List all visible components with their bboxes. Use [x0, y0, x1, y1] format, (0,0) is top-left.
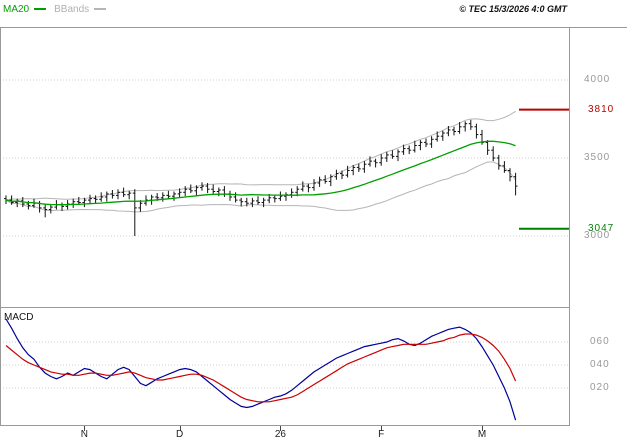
price-tick-label: 3000	[584, 230, 611, 241]
legend-bbands-label: BBands	[54, 4, 90, 15]
price-axis-labels: 4000 3500 3000 3810 3047 060 040 020	[570, 0, 627, 440]
month-tick	[280, 426, 282, 431]
price-pane	[0, 28, 570, 308]
macd-pane	[0, 308, 570, 426]
macd-tick-label: 060	[590, 336, 610, 347]
macd-tick-label: 040	[590, 359, 610, 370]
copyright-text: © TEC 15/3/2026 4:0 GMT	[459, 4, 567, 14]
month-label: N	[80, 429, 88, 440]
month-tick	[482, 426, 483, 431]
month-tick	[381, 426, 383, 431]
legend-row: MA20 BBands © TEC 15/3/2026 4:0 GMT	[0, 0, 627, 28]
month-label: 26	[274, 429, 286, 440]
macd-pane-label: MACD	[4, 312, 34, 323]
month-label: F	[378, 429, 385, 440]
month-label: D	[175, 429, 184, 440]
legend-ma20-label: MA20	[3, 4, 30, 15]
macd-tick-label: 020	[590, 382, 610, 393]
month-label: M	[477, 429, 487, 440]
month-tick	[179, 426, 181, 431]
ma20-line-swatch	[34, 8, 47, 11]
price-tick-label: 3500	[584, 152, 611, 163]
price-tick-label: 4000	[584, 74, 611, 85]
legend: MA20 BBands	[3, 4, 114, 15]
time-axis-labels: N D 26 F M	[0, 426, 570, 440]
month-tick	[84, 426, 86, 431]
level-label: 3810	[588, 103, 615, 115]
bbands-line-swatch	[94, 8, 107, 11]
level-label: 3047	[588, 222, 615, 234]
